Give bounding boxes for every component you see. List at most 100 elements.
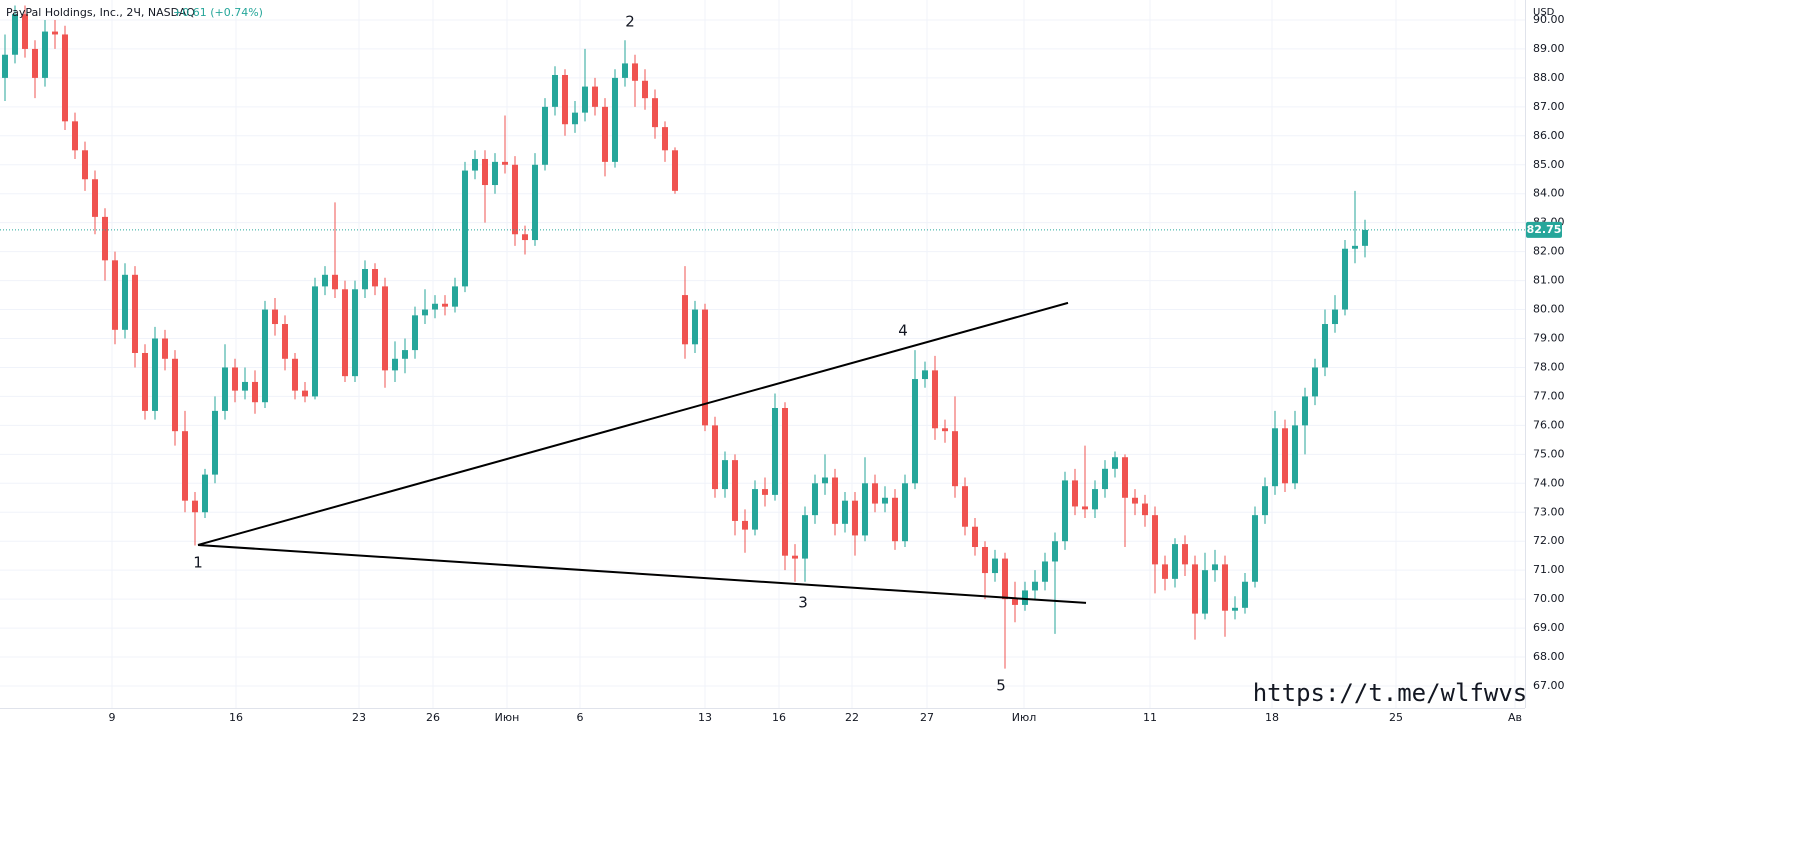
candle-body <box>322 274 328 287</box>
y-tick-label: 76.00 <box>1533 418 1565 431</box>
y-tick-label: 89.00 <box>1533 42 1565 55</box>
candle-body <box>952 431 958 487</box>
y-tick-label: 77.00 <box>1533 389 1565 402</box>
y-tick-label: 88.00 <box>1533 71 1565 84</box>
candle-body <box>1052 541 1058 562</box>
candle-body <box>582 86 588 113</box>
y-tick-label: 73.00 <box>1533 505 1565 518</box>
candle-body <box>1022 590 1028 605</box>
price-change: +0.61 (+0.74%) <box>173 6 263 19</box>
candle-body <box>642 80 648 99</box>
candle-body <box>762 489 768 495</box>
candle-body <box>552 74 558 107</box>
candle-body <box>782 408 788 556</box>
y-tick-label: 79.00 <box>1533 332 1565 345</box>
y-tick-label: 68.00 <box>1533 650 1565 663</box>
candle-body <box>602 106 608 162</box>
candle-body <box>1212 564 1218 571</box>
candle-body <box>482 158 488 186</box>
candle-body <box>1102 468 1108 490</box>
candle-body <box>222 367 228 411</box>
candle-body <box>772 408 778 495</box>
wave-label: 5 <box>996 677 1006 695</box>
wave-label: 4 <box>898 322 908 340</box>
candle-body <box>332 274 338 290</box>
candle-body <box>1112 457 1118 469</box>
candle-body <box>92 179 98 217</box>
candle-body <box>1122 457 1128 498</box>
candle-body <box>132 274 138 353</box>
candle-body <box>1192 564 1198 614</box>
y-tick-label: 67.00 <box>1533 679 1565 692</box>
candle-body <box>102 216 108 261</box>
candle-body <box>972 526 978 547</box>
x-tick-label: 23 <box>352 711 366 724</box>
candle-body <box>1172 544 1178 579</box>
candle-body <box>372 269 378 287</box>
candle-body <box>752 489 758 530</box>
candle-body <box>1342 248 1348 310</box>
candle-body <box>502 161 508 165</box>
candle-body <box>672 150 678 191</box>
trend-line <box>197 301 1069 546</box>
candle-body <box>852 500 858 536</box>
wave-label: 2 <box>625 13 635 31</box>
candle-body <box>1362 229 1368 246</box>
y-tick-label: 69.00 <box>1533 621 1565 634</box>
candle-body <box>1012 599 1018 605</box>
candle-body <box>682 295 688 345</box>
candle-body <box>1242 581 1248 608</box>
candle-body <box>422 309 428 316</box>
candle-body <box>52 31 58 35</box>
watermark: https://t.me/wlfwvs <box>1253 679 1528 707</box>
y-tick-label: 84.00 <box>1533 187 1565 200</box>
candle-body <box>382 286 388 371</box>
candle-body <box>302 390 308 397</box>
candle-body <box>82 150 88 180</box>
candle-body <box>532 164 538 241</box>
candle-body <box>242 381 248 391</box>
candle-body <box>992 558 998 574</box>
candle-body <box>192 500 198 513</box>
candle-body <box>262 309 268 403</box>
x-tick-label: Июл <box>1012 711 1037 724</box>
candle-body <box>492 161 498 186</box>
candle-body <box>922 370 928 380</box>
candle-body <box>562 74 568 125</box>
x-tick-label: 11 <box>1143 711 1157 724</box>
candle-body <box>392 358 398 371</box>
candle-body <box>1152 515 1158 565</box>
candle-body <box>1072 480 1078 507</box>
candle-body <box>122 274 128 330</box>
y-tick-label: 70.00 <box>1533 592 1565 605</box>
candle-body <box>712 425 718 490</box>
y-tick-label: 72.00 <box>1533 534 1565 547</box>
candle-body <box>2 54 8 78</box>
candle-body <box>1282 428 1288 484</box>
candle-body <box>1272 428 1278 487</box>
y-tick-label: 75.00 <box>1533 447 1565 460</box>
candle-body <box>702 309 708 426</box>
y-tick-label: 81.00 <box>1533 274 1565 287</box>
candle-body <box>1142 503 1148 516</box>
candle-body <box>282 324 288 359</box>
candle-body <box>1302 396 1308 426</box>
candle-body <box>1202 570 1208 614</box>
candle-body <box>342 289 348 377</box>
candle-body <box>1332 309 1338 325</box>
candle-body <box>472 158 478 171</box>
y-tick-label: 87.00 <box>1533 100 1565 113</box>
candle-body <box>1042 561 1048 582</box>
candle-body <box>62 34 68 122</box>
candle-body <box>982 546 988 574</box>
candle-body <box>522 234 528 241</box>
candle-body <box>652 98 658 128</box>
candle-body <box>802 515 808 559</box>
chart-title: PayPal Holdings, Inc., 2Ч, NASDAQ <box>6 6 195 19</box>
candle-body <box>942 428 948 432</box>
candle-body <box>292 358 298 391</box>
candle-body <box>882 497 888 504</box>
candle-body <box>842 500 848 524</box>
